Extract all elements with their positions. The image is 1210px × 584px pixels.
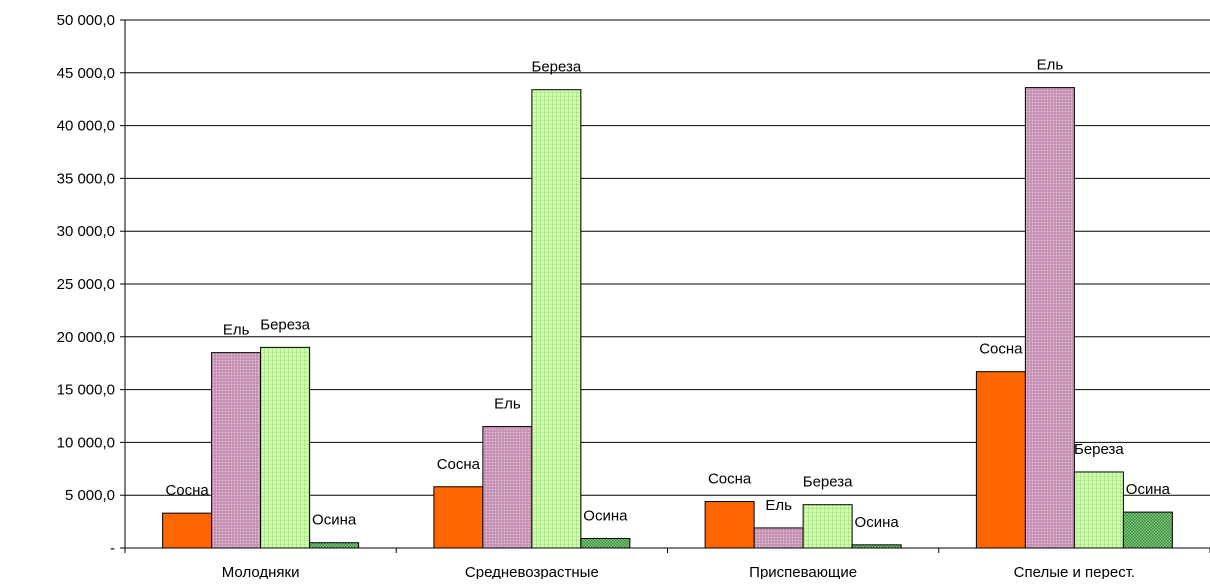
- data-label-осина: Осина: [855, 514, 900, 531]
- data-label-осина: Осина: [1126, 481, 1171, 498]
- x-tick-label: Молодняки: [222, 564, 300, 579]
- axes: - 5 000,0 10 000,0 15 000,0 20 000,0 25 000,0…: [57, 12, 1210, 581]
- bar-сосна: [162, 512, 213, 549]
- x-tick-label: Спелые и перест.: [1014, 564, 1135, 579]
- data-label-ель: Ель: [765, 497, 792, 514]
- bar-сосна: [433, 486, 484, 549]
- bar-береза: [802, 504, 853, 549]
- bar-береза: [531, 89, 582, 549]
- y-tick-label: 40 000,0: [57, 118, 115, 135]
- y-tick-label: 10 000,0: [57, 434, 115, 451]
- y-tick-label: 20 000,0: [57, 329, 115, 346]
- bar-осина: [851, 544, 902, 549]
- data-label-сосна: Сосна: [708, 471, 752, 488]
- bars: [162, 87, 1173, 549]
- y-tick-label: 45 000,0: [57, 65, 115, 82]
- x-tick-label: Средневозрастные: [465, 564, 599, 579]
- bar-осина: [1122, 511, 1173, 549]
- data-label-ель: Ель: [494, 396, 521, 413]
- y-tick-label: 5 000,0: [65, 487, 115, 504]
- bar-сосна: [704, 501, 755, 549]
- data-label-береза: Береза: [803, 474, 853, 491]
- bar-ель: [482, 426, 533, 549]
- bar-ель: [753, 527, 804, 549]
- data-label-осина: Осина: [583, 507, 628, 524]
- y-tick-label: 15 000,0: [57, 382, 115, 399]
- bar-береза: [260, 346, 311, 549]
- bar-ель: [211, 352, 262, 549]
- data-label-береза: Береза: [1074, 441, 1124, 458]
- data-label-сосна: Сосна: [165, 482, 209, 499]
- data-label-береза: Береза: [531, 59, 581, 76]
- y-tick-label: 30 000,0: [57, 223, 115, 240]
- bar-осина: [580, 537, 631, 549]
- data-labels: Сосна Ель Береза Осина Сосна Ель Береза Осина Со…: [165, 57, 1170, 531]
- bar-сосна: [975, 371, 1026, 549]
- bar-осина: [309, 542, 360, 549]
- y-tick-label: -: [110, 540, 115, 557]
- y-tick-label: 50 000,0: [57, 12, 115, 29]
- y-tick-label: 25 000,0: [57, 276, 115, 293]
- y-tick-label: 35 000,0: [57, 170, 115, 187]
- data-label-ель: Ель: [223, 322, 250, 339]
- data-label-сосна: Сосна: [437, 456, 481, 473]
- data-label-сосна: Сосна: [979, 341, 1023, 358]
- data-label-береза: Береза: [260, 316, 310, 333]
- data-label-осина: Осина: [312, 512, 357, 529]
- x-tick-label: Приспевающие: [749, 564, 857, 579]
- data-label-ель: Ель: [1037, 57, 1064, 74]
- bar-береза: [1073, 471, 1124, 549]
- bar-ель: [1024, 87, 1075, 549]
